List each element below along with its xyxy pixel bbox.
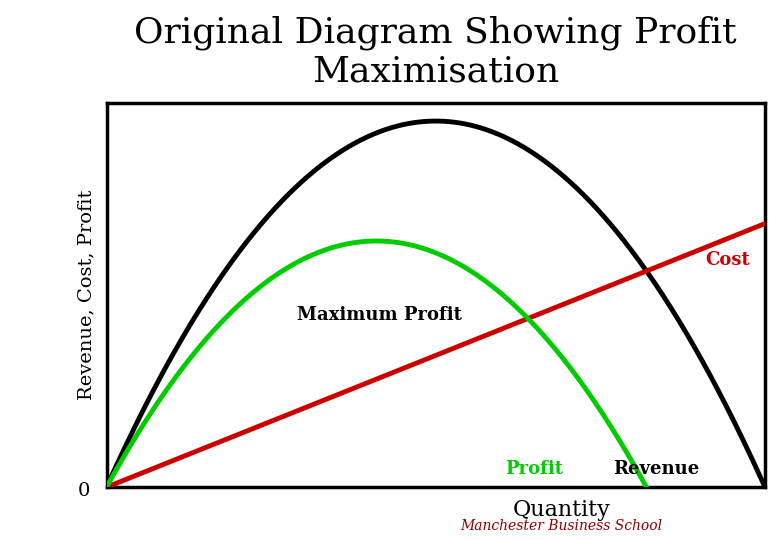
Title: Original Diagram Showing Profit
Maximisation: Original Diagram Showing Profit Maximisa… <box>134 15 737 89</box>
Text: Manchester Business School: Manchester Business School <box>460 519 663 534</box>
Text: Maximum Profit: Maximum Profit <box>297 306 463 324</box>
Text: Cost: Cost <box>706 251 750 269</box>
Text: Profit: Profit <box>505 460 563 478</box>
Y-axis label: Revenue, Cost, Profit: Revenue, Cost, Profit <box>77 190 95 400</box>
Text: Quantity: Quantity <box>512 500 611 521</box>
Text: 0: 0 <box>78 482 90 501</box>
Text: Revenue: Revenue <box>614 460 700 478</box>
